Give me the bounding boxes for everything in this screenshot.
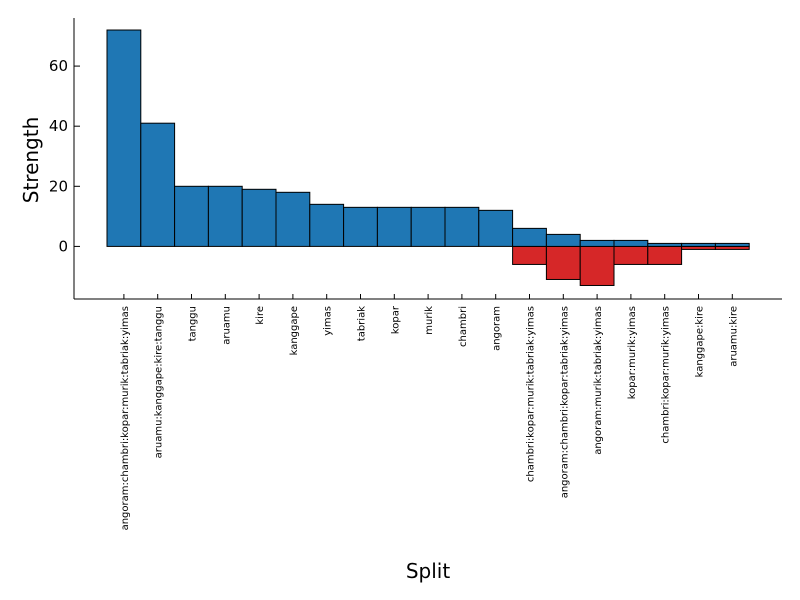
bar-positive-11: [478, 209, 514, 247]
bar-positive-15: [613, 239, 649, 247]
x-tick-label: chambri:kopar:murik:tabriak:yimas: [526, 306, 537, 482]
x-tick-label: angoram:chambri:kopar:tabriak:yimas: [559, 306, 570, 498]
bar-negative-14: [579, 245, 615, 286]
x-tick-label: aruamu: [221, 306, 232, 345]
bar-positive-13: [545, 233, 581, 247]
y-tick-label: 0: [58, 237, 68, 255]
bar-positive-9: [410, 206, 446, 247]
x-tick-label: kanggape:kire: [695, 306, 706, 377]
y-ticks: 0 20 40 60: [49, 57, 80, 255]
positive-bars-layer: [106, 29, 750, 247]
x-tick-label: angoram: [492, 306, 503, 351]
x-tick-label: murik: [424, 306, 435, 335]
bar-negative-12: [512, 245, 547, 265]
bar-positive-0: [106, 29, 142, 247]
x-tick-label: aruamu:kire: [728, 306, 739, 367]
bar-positive-2: [174, 185, 209, 247]
bar-positive-6: [309, 203, 345, 247]
bar-negative-13: [545, 245, 581, 280]
negative-bars-layer: [512, 245, 750, 286]
x-tick-label: angoram:murik:tabriak:yimas: [593, 306, 604, 455]
bar-positive-8: [376, 206, 412, 247]
x-tick-label: kopar: [390, 305, 401, 334]
y-tick-label: 20: [49, 177, 68, 195]
bar-positive-7: [343, 206, 378, 247]
bar-positive-14: [579, 239, 615, 247]
x-tick-label: tanggu: [188, 306, 199, 341]
x-axis-title: Split: [406, 559, 451, 583]
x-tick-label: kire: [255, 306, 266, 325]
x-tick-label: aruamu:kanggape:kire:tanggu: [154, 306, 165, 458]
bar-positive-4: [241, 188, 277, 247]
x-tick-label: kanggape: [289, 306, 300, 355]
bar-positive-1: [140, 122, 176, 247]
bar-negative-16: [647, 245, 683, 265]
x-tick-label: kopar:murik:yimas: [627, 306, 638, 399]
bar-negative-15: [613, 245, 649, 265]
x-tick-label: chambri:kopar:murik:yimas: [661, 306, 672, 444]
x-tick-label: tabriak: [357, 306, 368, 341]
y-axis-title: Strength: [19, 117, 43, 204]
x-tick-label: chambri: [458, 306, 469, 347]
bar-positive-18: [714, 242, 750, 247]
x-tick-label: angoram:chambri:kopar:murik:tabriak:yima…: [120, 306, 131, 530]
x-tick-label: yimas: [323, 306, 334, 336]
y-tick-label: 40: [49, 117, 68, 135]
bar-positive-10: [444, 206, 480, 247]
bar-positive-17: [681, 242, 716, 247]
bar-positive-3: [207, 185, 243, 247]
y-tick-label: 60: [49, 57, 68, 75]
bar-positive-12: [512, 227, 547, 247]
x-ticks: angoram:chambri:kopar:murik:tabriak:yima…: [120, 294, 739, 530]
bar-positive-5: [275, 191, 311, 247]
bar-positive-16: [647, 242, 683, 247]
